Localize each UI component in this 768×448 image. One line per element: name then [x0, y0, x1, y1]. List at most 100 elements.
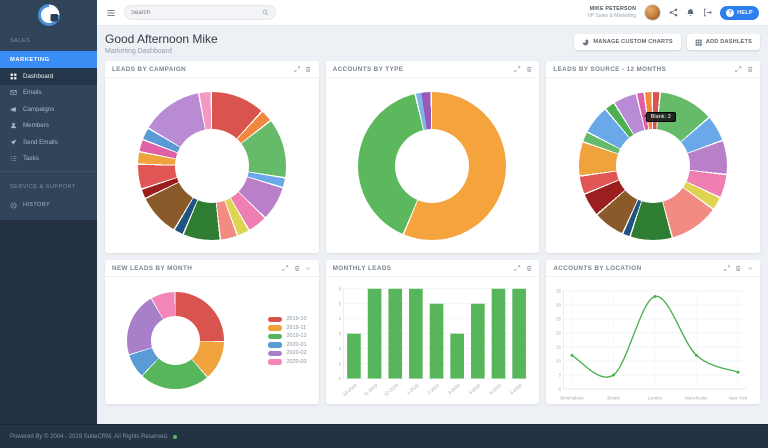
- page-subtitle: Marketing Dashboard: [105, 48, 172, 55]
- sidebar-item-history[interactable]: HISTORY: [0, 197, 97, 214]
- svg-text:6: 6: [338, 286, 341, 291]
- sidebar-item-emails[interactable]: Emails: [0, 85, 97, 102]
- sidebar-item-label: Tasks: [23, 155, 39, 163]
- trash-icon[interactable]: [747, 66, 754, 73]
- legend-item[interactable]: 2020-03: [268, 358, 307, 365]
- chevron-down-icon[interactable]: [747, 265, 754, 272]
- expand-icon[interactable]: [514, 66, 521, 73]
- svg-text:3-2020: 3-2020: [447, 382, 461, 395]
- card-monthly-leads: MONTHLY LEADS 0 1 2 3 4 5 6 10-2019 11-2019 12-20…: [325, 260, 540, 404]
- grid-icon: [695, 39, 702, 46]
- sidebar-section-sales[interactable]: SALES: [10, 38, 31, 44]
- legend-item[interactable]: 2019-12: [268, 333, 307, 340]
- dashboard-grid: LEADS BY CAMPAIGN ACCOUNTS BY TYPE: [105, 61, 760, 404]
- campaigns-icon: [10, 106, 17, 113]
- svg-text:10-2019: 10-2019: [342, 382, 358, 397]
- search-icon[interactable]: [262, 9, 269, 16]
- accounts-by-location-line-chart[interactable]: 0 5 10 15 20 25 30 35 Birmingham Bristol London Man…: [546, 277, 760, 404]
- trash-icon[interactable]: [526, 66, 533, 73]
- leads-by-source-donut[interactable]: [579, 91, 728, 240]
- legend-label: 2020-03: [286, 358, 307, 365]
- svg-text:2: 2: [338, 346, 341, 351]
- chevron-down-icon[interactable]: [305, 265, 312, 272]
- footer: Powered By © 2004 - 2019 SuiteCRM. All R…: [0, 424, 768, 448]
- avatar[interactable]: [644, 4, 662, 21]
- legend-swatch: [268, 316, 283, 322]
- sidebar-section-service[interactable]: SERVICE & SUPPORT: [10, 184, 76, 190]
- chart-tooltip: Blank: 3: [643, 111, 676, 122]
- legend-label: 2020-01: [286, 341, 307, 348]
- svg-text:Manchester: Manchester: [685, 395, 708, 400]
- tasks-icon: [10, 155, 17, 162]
- sidebar-item-label: Members: [23, 122, 49, 130]
- svg-text:6-2020: 6-2020: [509, 382, 523, 395]
- legend-item[interactable]: 2020-02: [268, 350, 307, 356]
- topbar: MIKE PETERSON VP Sales & Marketing ? HEL…: [97, 0, 768, 26]
- expand-icon[interactable]: [514, 265, 521, 272]
- sidebar-item-members[interactable]: Members: [0, 118, 97, 135]
- sidebar-item-label: Send Emails: [23, 138, 58, 146]
- user-role: VP Sales & Marketing: [587, 12, 637, 19]
- card-title: LEADS BY SOURCE - 12 MONTHS: [553, 65, 667, 73]
- svg-text:10: 10: [556, 359, 561, 364]
- svg-text:20: 20: [556, 330, 561, 335]
- user-name: MIKE PETERSON: [589, 6, 637, 13]
- card-new-leads-by-month: NEW LEADS BY MONTH 2019-10 2019-11 2019-12…: [105, 260, 319, 404]
- trash-icon[interactable]: [526, 265, 533, 272]
- chart-legend: 2019-10 2019-11 2019-12 2020-01 2020-02 2020-…: [268, 316, 307, 365]
- search-box[interactable]: [124, 5, 276, 20]
- legend-item[interactable]: 2020-01: [268, 341, 307, 348]
- accounts-by-type-donut[interactable]: [358, 91, 507, 240]
- share-icon[interactable]: [669, 8, 678, 17]
- main-content: Good Afternoon Mike Marketing Dashboard …: [97, 26, 768, 424]
- new-leads-by-month-donut[interactable]: [127, 292, 224, 389]
- svg-text:1: 1: [338, 361, 341, 366]
- legend-label: 2019-11: [286, 324, 307, 331]
- svg-text:5-2020: 5-2020: [488, 382, 502, 395]
- svg-text:New York: New York: [729, 395, 748, 400]
- sidebar-item-tasks[interactable]: Tasks: [0, 151, 97, 168]
- legend-item[interactable]: 2019-11: [268, 325, 306, 331]
- sidebar-item-label: Campaigns: [23, 105, 55, 113]
- expand-icon[interactable]: [282, 265, 289, 272]
- expand-icon[interactable]: [735, 66, 742, 73]
- trash-icon[interactable]: [294, 265, 301, 272]
- monthly-leads-bar-chart[interactable]: 0 1 2 3 4 5 6 10-2019 11-2019 12-2019 1-2020 2-2020…: [326, 277, 540, 404]
- svg-text:4: 4: [338, 316, 341, 321]
- sidebar-section-marketing[interactable]: MARKETING: [0, 51, 97, 68]
- svg-text:5: 5: [559, 373, 562, 378]
- bell-icon[interactable]: [686, 8, 695, 17]
- clock-icon: [10, 202, 17, 209]
- members-icon: [10, 122, 17, 129]
- trash-icon[interactable]: [305, 66, 312, 73]
- search-input[interactable]: [131, 9, 262, 16]
- hamburger-icon[interactable]: [106, 8, 116, 18]
- app-logo[interactable]: [0, 0, 97, 30]
- legend-label: 2019-12: [286, 333, 307, 340]
- topbar-right: MIKE PETERSON VP Sales & Marketing ? HEL…: [588, 4, 759, 21]
- expand-icon[interactable]: [724, 265, 731, 272]
- legend-swatch: [268, 325, 283, 331]
- legend-item[interactable]: 2019-10: [268, 316, 307, 322]
- logout-icon[interactable]: [703, 8, 712, 17]
- help-button[interactable]: ? HELP: [720, 5, 759, 20]
- help-label: HELP: [737, 9, 753, 16]
- trash-icon[interactable]: [735, 265, 742, 272]
- sidebar-item-campaigns[interactable]: Campaigns: [0, 101, 97, 118]
- card-leads-by-campaign: LEADS BY CAMPAIGN: [105, 61, 319, 253]
- greeting: Good Afternoon Mike: [105, 32, 218, 46]
- svg-text:11-2019: 11-2019: [362, 382, 378, 396]
- user-block: MIKE PETERSON VP Sales & Marketing: [588, 6, 637, 19]
- status-dot: [172, 434, 177, 439]
- sidebar-item-dashboard[interactable]: Dashboard: [0, 68, 97, 85]
- card-title: MONTHLY LEADS: [332, 264, 392, 272]
- svg-text:15: 15: [556, 344, 561, 349]
- sidebar-item-label: Dashboard: [23, 72, 54, 80]
- expand-icon[interactable]: [294, 66, 301, 73]
- sidebar-item-send-emails[interactable]: Send Emails: [0, 134, 97, 151]
- manage-custom-charts-button[interactable]: MANAGE CUSTOM CHARTS: [574, 34, 681, 50]
- sidebar-item-label: HISTORY: [23, 202, 51, 209]
- leads-by-campaign-donut[interactable]: [137, 91, 286, 240]
- add-dashlets-button[interactable]: ADD DASHLETS: [686, 34, 760, 50]
- svg-text:12-2019: 12-2019: [383, 382, 399, 397]
